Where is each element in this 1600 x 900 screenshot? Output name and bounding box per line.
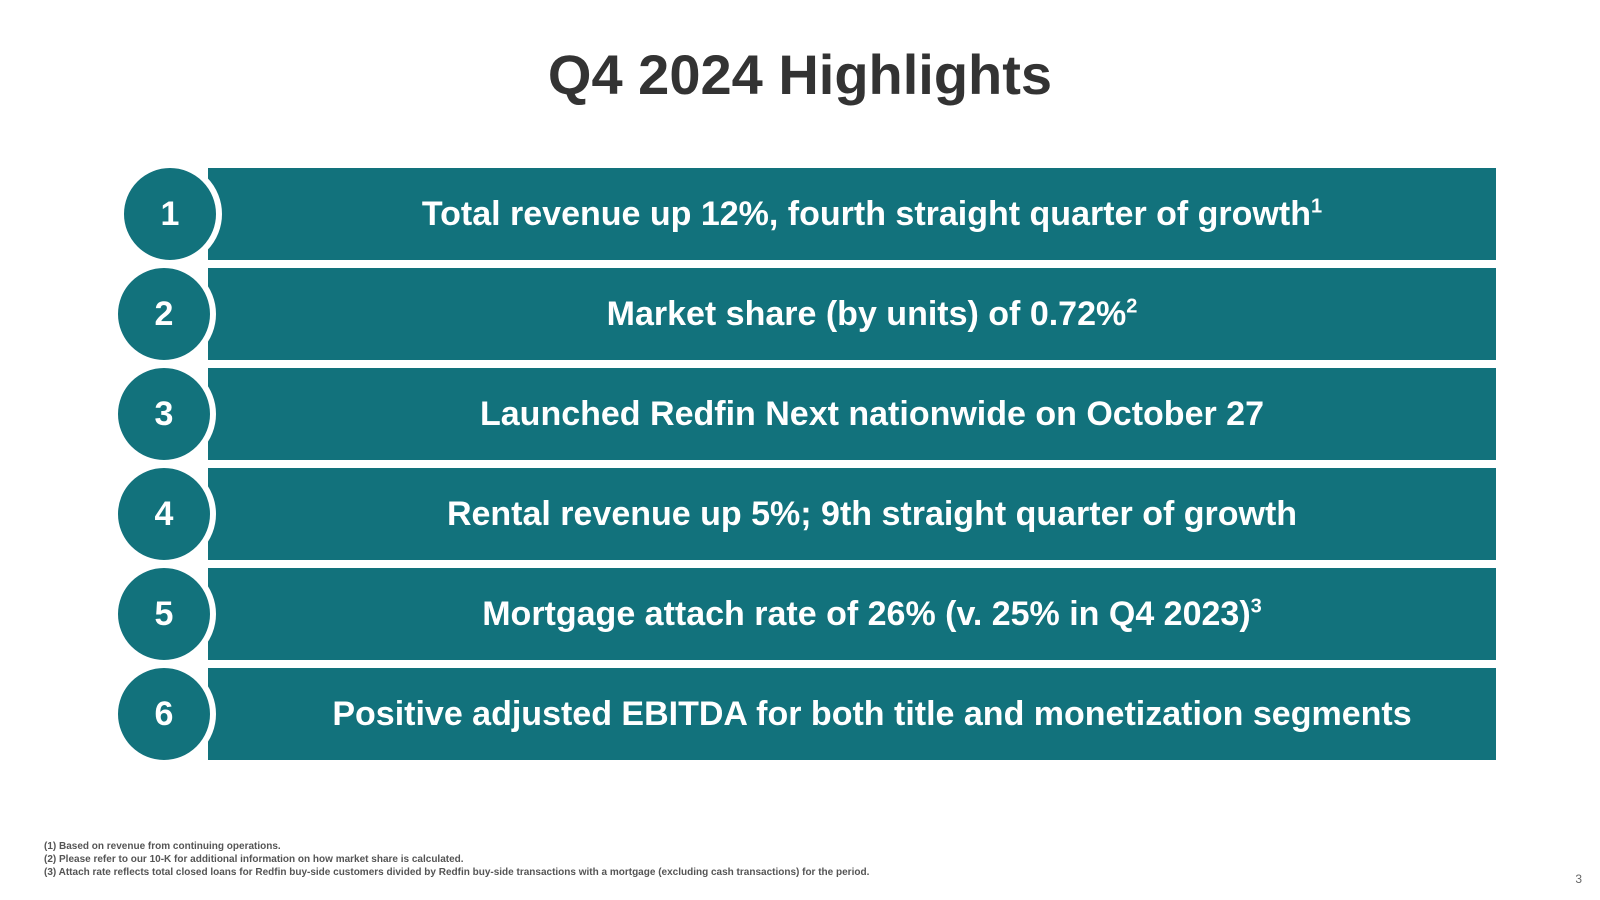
- number-badge: 1: [118, 162, 222, 266]
- highlight-item-2: Market share (by units) of 0.72%2 2: [0, 262, 1600, 366]
- number-badge: 3: [112, 362, 216, 466]
- highlight-text: Mortgage attach rate of 26% (v. 25% in Q…: [482, 594, 1262, 633]
- footnote-ref: 1: [1310, 195, 1323, 218]
- highlight-text: Rental revenue up 5%; 9th straight quart…: [446, 494, 1298, 533]
- highlight-bar: Total revenue up 12%, fourth straight qu…: [208, 168, 1496, 260]
- number-badge: 2: [112, 262, 216, 366]
- highlight-bar: Mortgage attach rate of 26% (v. 25% in Q…: [208, 568, 1496, 660]
- highlight-text: Launched Redfin Next nationwide on Octob…: [480, 394, 1264, 433]
- footnote-3: (3) Attach rate reflects total closed lo…: [44, 867, 870, 878]
- highlight-item-6: Positive adjusted EBITDA for both title …: [0, 662, 1600, 766]
- page-title: Q4 2024 Highlights: [547, 43, 1053, 106]
- number-badge: 5: [112, 562, 216, 666]
- highlight-text: Total revenue up 12%, fourth straight qu…: [421, 194, 1323, 233]
- highlight-item-3: Launched Redfin Next nationwide on Octob…: [0, 362, 1600, 466]
- highlight-text: Market share (by units) of 0.72%2: [606, 294, 1138, 333]
- number-badge: 4: [112, 462, 216, 566]
- highlight-bar: Market share (by units) of 0.72%2: [208, 268, 1496, 360]
- highlight-item-4: Rental revenue up 5%; 9th straight quart…: [0, 462, 1600, 566]
- footnotes: (1) Based on revenue from continuing ope…: [44, 840, 869, 879]
- highlight-item-1: Total revenue up 12%, fourth straight qu…: [0, 162, 1600, 266]
- number-badge: 6: [112, 662, 216, 766]
- highlight-item-5: Mortgage attach rate of 26% (v. 25% in Q…: [0, 562, 1600, 666]
- page-number: 3: [1575, 872, 1582, 886]
- footnote-2: (2) Please refer to our 10-K for additio…: [44, 854, 464, 865]
- highlight-bar: Launched Redfin Next nationwide on Octob…: [208, 368, 1496, 460]
- footnote-ref: 2: [1126, 295, 1138, 318]
- highlight-bar: Positive adjusted EBITDA for both title …: [208, 668, 1496, 760]
- highlight-text: Positive adjusted EBITDA for both title …: [332, 694, 1412, 733]
- highlight-bar: Rental revenue up 5%; 9th straight quart…: [208, 468, 1496, 560]
- footnote-ref: 3: [1250, 595, 1262, 618]
- footnote-1: (1) Based on revenue from continuing ope…: [44, 841, 281, 852]
